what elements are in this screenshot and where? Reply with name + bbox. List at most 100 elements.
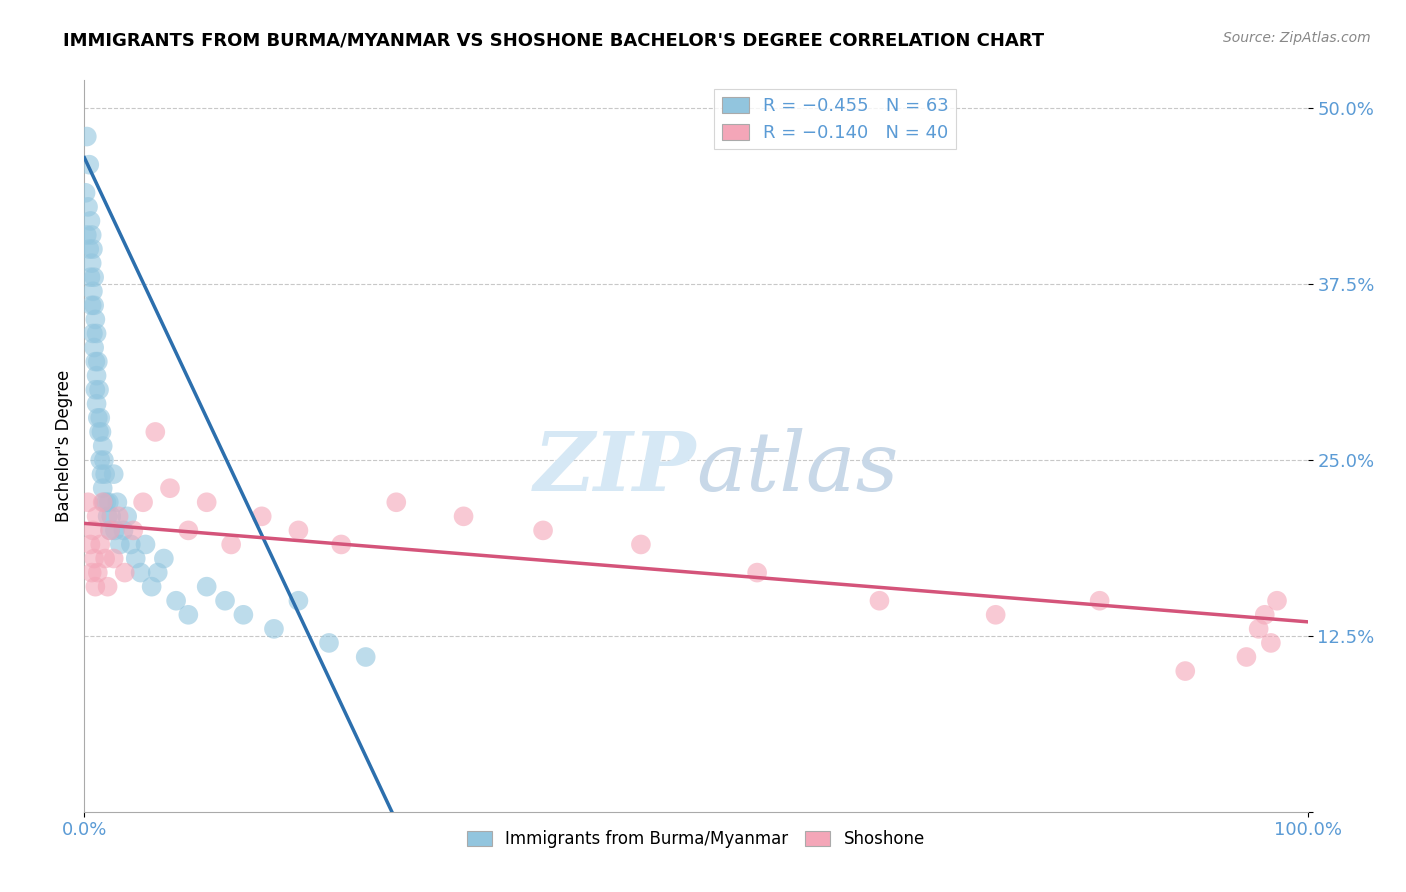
Point bbox=[86, 397, 108, 411]
Point bbox=[82, 242, 104, 256]
Point bbox=[1265, 593, 1288, 607]
Point bbox=[1174, 664, 1197, 678]
Point bbox=[98, 524, 121, 538]
Point bbox=[104, 524, 127, 538]
Point bbox=[219, 537, 242, 551]
Point bbox=[89, 410, 111, 425]
Point bbox=[177, 607, 200, 622]
Point bbox=[100, 509, 122, 524]
Point bbox=[83, 270, 105, 285]
Point bbox=[93, 453, 115, 467]
Point bbox=[1088, 593, 1111, 607]
Point bbox=[83, 551, 105, 566]
Point bbox=[115, 509, 138, 524]
Point bbox=[263, 622, 285, 636]
Point bbox=[75, 186, 97, 200]
Point bbox=[77, 242, 100, 256]
Point bbox=[82, 524, 104, 538]
Point bbox=[77, 495, 100, 509]
Point bbox=[91, 495, 114, 509]
Point bbox=[96, 495, 118, 509]
Point bbox=[86, 368, 108, 383]
Point bbox=[153, 551, 176, 566]
Point bbox=[747, 566, 769, 580]
Point bbox=[90, 425, 112, 439]
Point bbox=[83, 341, 105, 355]
Point bbox=[84, 312, 107, 326]
Text: atlas: atlas bbox=[696, 428, 898, 508]
Point bbox=[91, 481, 114, 495]
Point bbox=[159, 481, 181, 495]
Point bbox=[1236, 650, 1258, 665]
Point bbox=[108, 537, 131, 551]
Point bbox=[125, 551, 148, 566]
Point bbox=[385, 495, 408, 509]
Point bbox=[82, 326, 104, 341]
Point bbox=[531, 524, 554, 538]
Text: ZIP: ZIP bbox=[533, 428, 696, 508]
Point bbox=[177, 524, 200, 538]
Point bbox=[318, 636, 340, 650]
Point bbox=[195, 495, 218, 509]
Point bbox=[87, 425, 110, 439]
Point bbox=[84, 580, 107, 594]
Point bbox=[79, 214, 101, 228]
Point bbox=[77, 200, 100, 214]
Point bbox=[91, 439, 114, 453]
Point bbox=[984, 607, 1007, 622]
Point bbox=[87, 410, 110, 425]
Point bbox=[82, 285, 104, 299]
Point bbox=[103, 551, 125, 566]
Point bbox=[143, 425, 166, 439]
Point bbox=[80, 256, 103, 270]
Point bbox=[120, 537, 142, 551]
Point bbox=[84, 354, 107, 368]
Point bbox=[87, 354, 110, 368]
Text: Source: ZipAtlas.com: Source: ZipAtlas.com bbox=[1223, 31, 1371, 45]
Point bbox=[87, 566, 110, 580]
Point bbox=[232, 607, 254, 622]
Point bbox=[105, 495, 128, 509]
Point bbox=[132, 495, 155, 509]
Point bbox=[83, 298, 105, 312]
Point bbox=[107, 509, 129, 524]
Point bbox=[250, 509, 273, 524]
Point bbox=[87, 383, 110, 397]
Point bbox=[79, 270, 101, 285]
Point bbox=[1247, 622, 1270, 636]
Point bbox=[630, 537, 652, 551]
Point bbox=[94, 551, 117, 566]
Point bbox=[141, 580, 163, 594]
Point bbox=[354, 650, 377, 665]
Legend: Immigrants from Burma/Myanmar, Shoshone: Immigrants from Burma/Myanmar, Shoshone bbox=[460, 823, 932, 855]
Point bbox=[80, 298, 103, 312]
Point bbox=[97, 495, 120, 509]
Point bbox=[89, 453, 111, 467]
Point bbox=[97, 580, 120, 594]
Point bbox=[80, 227, 103, 242]
Point bbox=[103, 467, 125, 482]
Point bbox=[214, 593, 236, 607]
Point bbox=[93, 495, 115, 509]
Point bbox=[76, 129, 98, 144]
Point bbox=[98, 524, 121, 538]
Point bbox=[94, 467, 117, 482]
Point bbox=[287, 524, 309, 538]
Point bbox=[89, 537, 111, 551]
Point bbox=[453, 509, 475, 524]
Point bbox=[80, 566, 103, 580]
Point bbox=[146, 566, 169, 580]
Point bbox=[84, 383, 107, 397]
Text: IMMIGRANTS FROM BURMA/MYANMAR VS SHOSHONE BACHELOR'S DEGREE CORRELATION CHART: IMMIGRANTS FROM BURMA/MYANMAR VS SHOSHON… bbox=[63, 31, 1045, 49]
Y-axis label: Bachelor's Degree: Bachelor's Degree bbox=[55, 370, 73, 522]
Point bbox=[129, 566, 152, 580]
Point bbox=[287, 593, 309, 607]
Point bbox=[86, 326, 108, 341]
Point bbox=[79, 537, 101, 551]
Point bbox=[77, 158, 100, 172]
Point bbox=[330, 537, 353, 551]
Point bbox=[122, 524, 145, 538]
Point bbox=[1260, 636, 1282, 650]
Point bbox=[97, 509, 120, 524]
Point bbox=[135, 537, 157, 551]
